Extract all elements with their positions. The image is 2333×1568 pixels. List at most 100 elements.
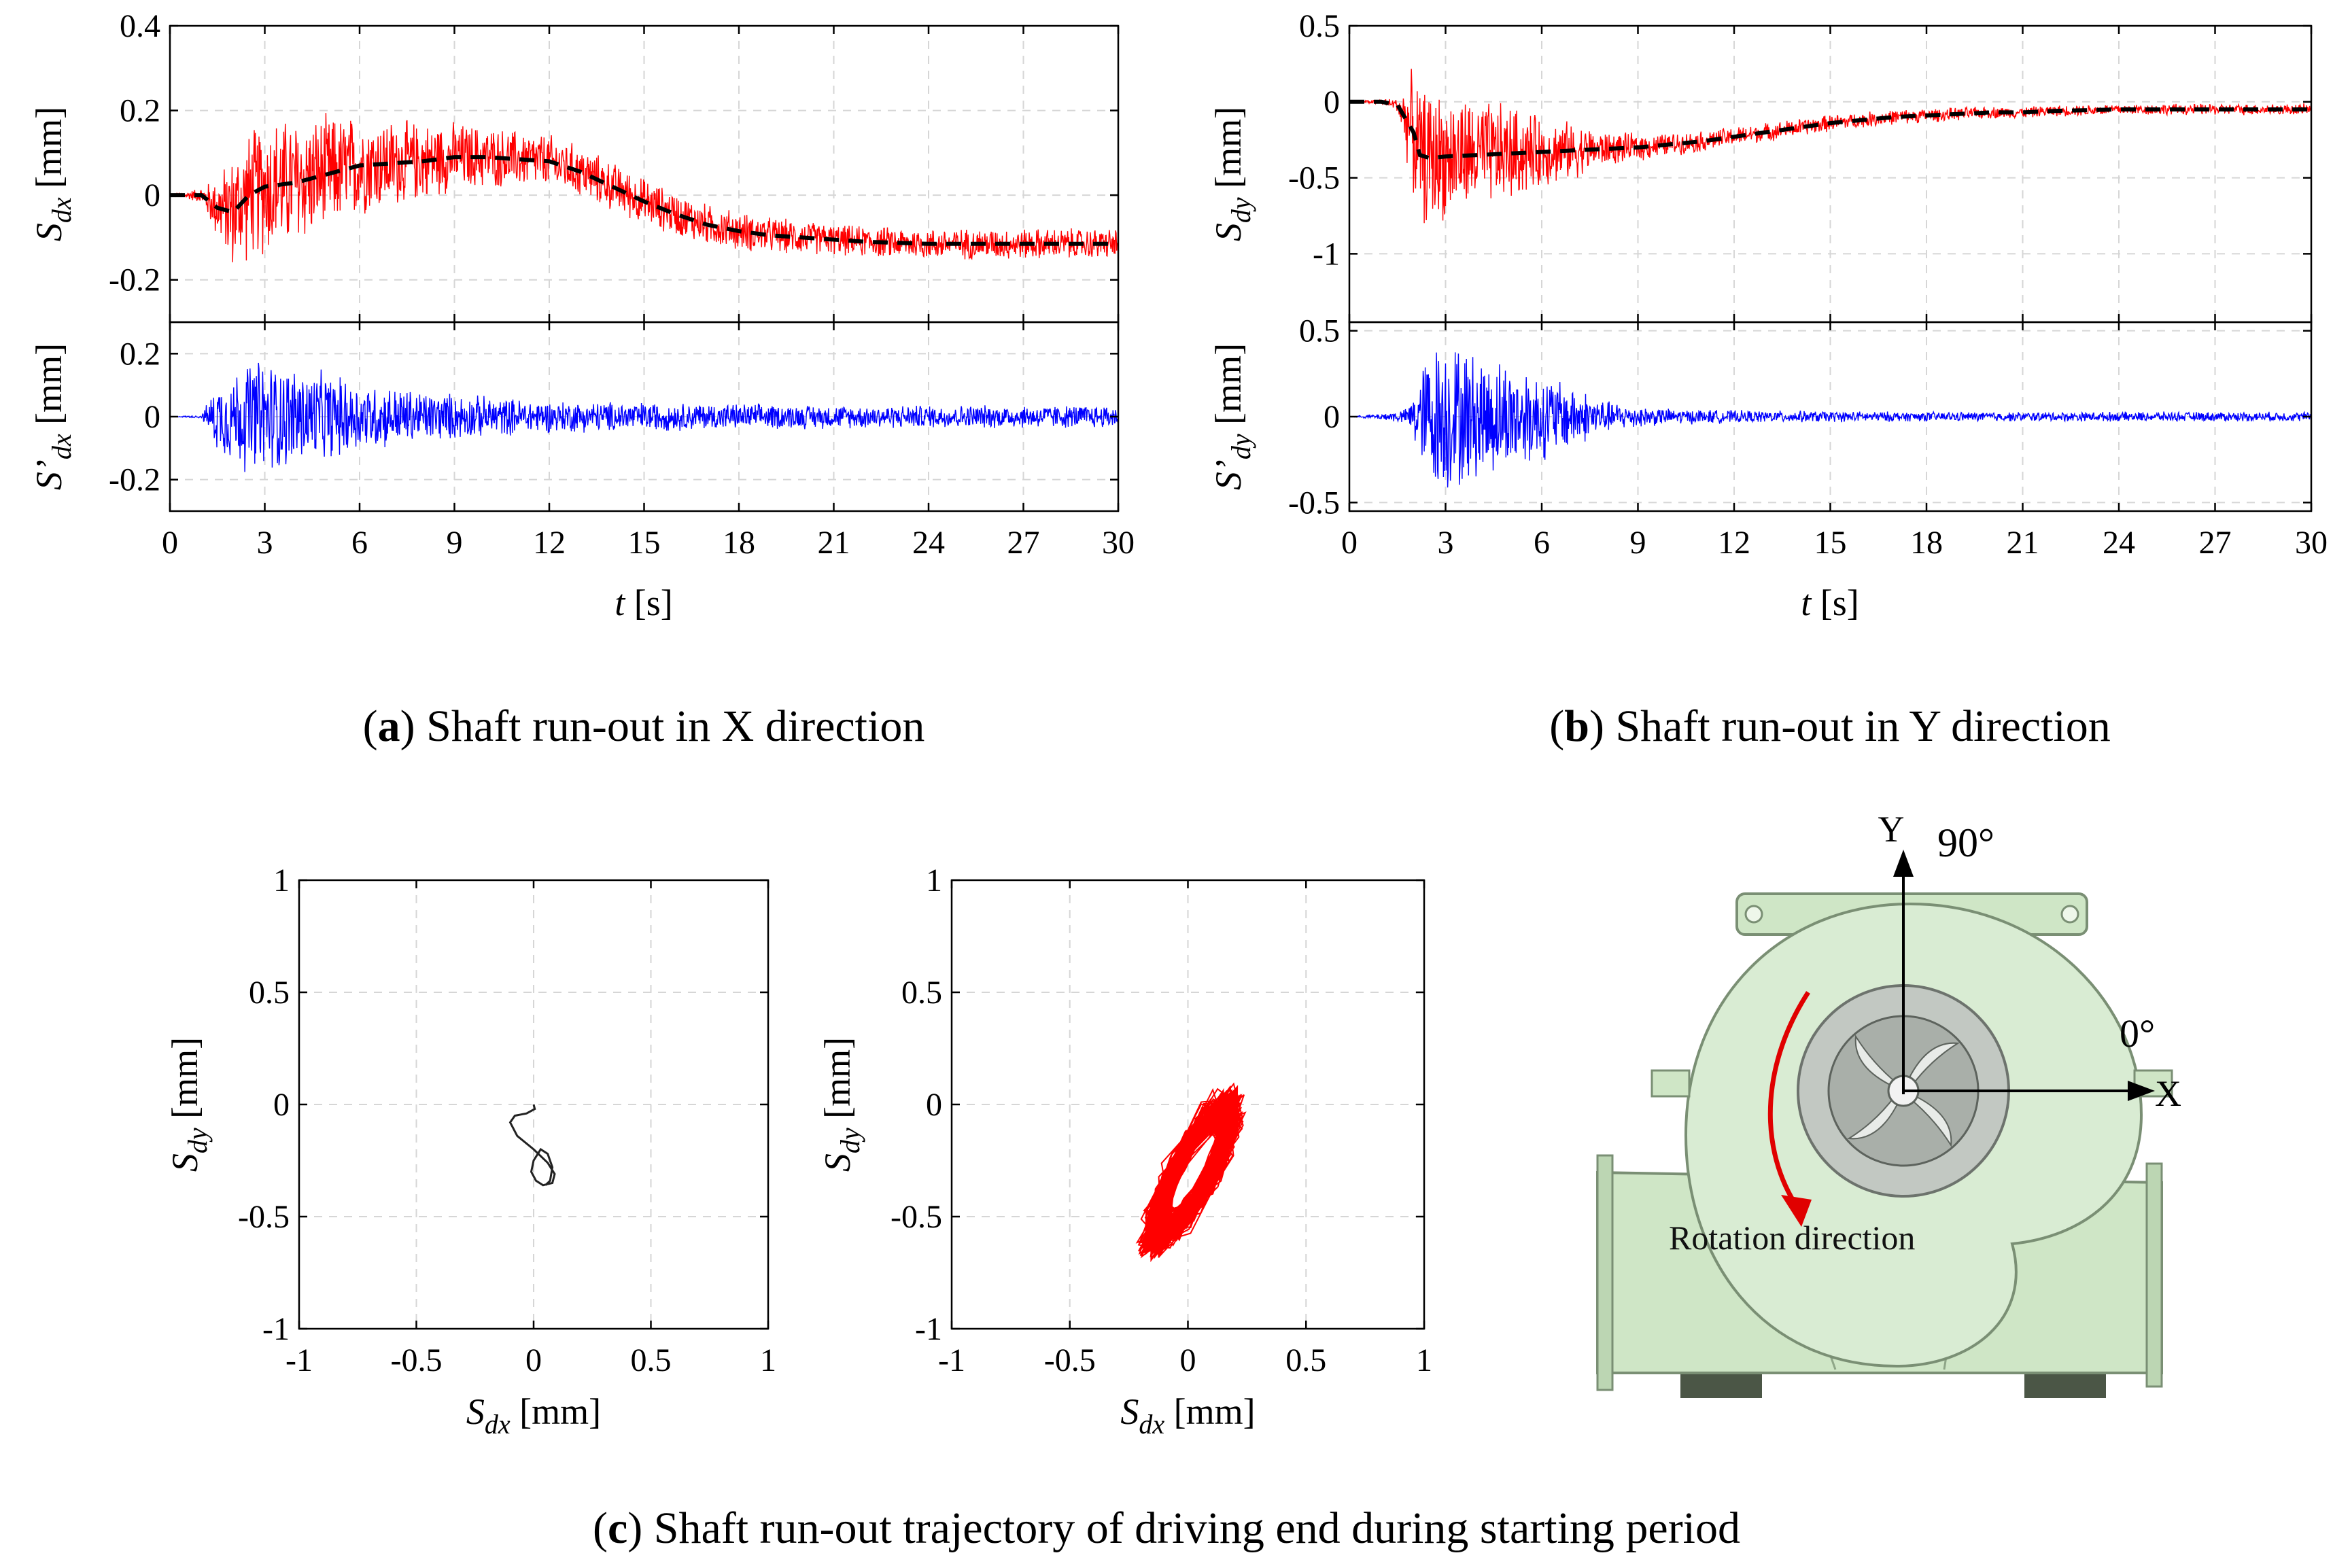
x-tick-label: 30 (2295, 525, 2328, 561)
x-tick-label: 12 (533, 525, 566, 561)
y-axis-label-main: S (29, 223, 69, 241)
x-axis-label: Sdx [mm] (1120, 1391, 1255, 1440)
y-tick-label: 0.5 (249, 975, 290, 1011)
x-axis-label-main: S (1120, 1391, 1139, 1432)
x-axis-label-b: t [s] (1801, 582, 1859, 623)
x-axis-label-unit: [mm] (1164, 1391, 1255, 1432)
x-tick-label: -0.5 (1044, 1342, 1096, 1378)
series-trend (170, 155, 1118, 246)
y-axis-label: Sdy [mm] (165, 1037, 213, 1172)
x-tick-label: 15 (628, 525, 661, 561)
x-tick-label: 0.5 (1285, 1342, 1326, 1378)
x-axis-label-a: t [s] (615, 582, 673, 623)
x-tick-label: 0 (525, 1342, 542, 1378)
y-tick-label: 0.5 (1299, 8, 1340, 44)
y-axis-label-unit: [mm] (29, 343, 69, 434)
y-tick-label: -0.2 (109, 262, 160, 298)
pump-flange-right (2145, 1162, 2163, 1388)
x-tick-label: 0 (1341, 525, 1358, 561)
y-axis-label: Sdy [mm] (817, 1037, 865, 1172)
series-filtered-signal (1349, 352, 2311, 488)
x-axis-label-sub: dx (485, 1409, 511, 1440)
diagram-x-arrowhead (2128, 1081, 2155, 1101)
diagram-angle-90: 90° (1937, 820, 1994, 865)
x-tick-label: 27 (2199, 525, 2232, 561)
y-tick-label: 0.2 (120, 336, 160, 372)
y-tick-label: 1 (273, 863, 290, 899)
x-tick-label: -0.5 (391, 1342, 443, 1378)
pump-boss-left (1651, 1069, 1691, 1098)
y-axis-label: S’dy [mm] (1208, 343, 1256, 490)
x-axis-label-main: S (466, 1391, 485, 1432)
plot-area (170, 362, 1118, 472)
y-axis-label-main: S’ (29, 459, 69, 490)
x-tick-label: 9 (447, 525, 463, 561)
y-axis-label: S’dx [mm] (29, 343, 77, 490)
x-tick-label: 12 (1718, 525, 1750, 561)
y-axis-label-unit: [mm] (29, 107, 69, 197)
y-axis-label-unit: [mm] (1208, 107, 1249, 197)
x-tick-label: 6 (1534, 525, 1550, 561)
y-tick-label: -0.5 (238, 1199, 290, 1235)
x-axis-label-sub: dx (1139, 1409, 1164, 1440)
y-tick-label: -0.2 (109, 462, 160, 498)
pump-diagram: Rotation direction Y 90° 0° X (1596, 809, 2181, 1398)
x-tick-label: 24 (912, 525, 945, 561)
series-filtered-signal (170, 362, 1118, 472)
plot-area (1349, 69, 2311, 224)
x-tick-label: 0.5 (631, 1342, 672, 1378)
y-axis-label-sub: dy (835, 1128, 865, 1153)
chart-a-bottom: 0.20-0.20 3 6 9 12 15 18 21 24 27 30S’dx [mm] (29, 321, 1135, 561)
rotation-label: Rotation direction (1669, 1219, 1915, 1257)
plot-frame (1348, 24, 2313, 324)
y-axis-label-main: S’ (1208, 459, 1249, 490)
bolt (2060, 905, 2079, 924)
y-axis-label-sub: dx (46, 197, 77, 223)
plot-area (1135, 1082, 1247, 1263)
caption-b: (b) Shaft run-out in Y direction (1549, 701, 2110, 751)
diagram-angle-0: 0° (2120, 1011, 2155, 1056)
y-axis-label-sub: dy (1226, 197, 1256, 223)
y-axis-label: Sdy [mm] (1208, 107, 1256, 241)
chart-a-top: 0.4 0.2 0 -0.2 Sdx [mm] (29, 8, 1120, 324)
x-tick-label: 9 (1630, 525, 1646, 561)
y-tick-label: 0 (1324, 84, 1340, 120)
y-axis-label-unit: [mm] (165, 1037, 205, 1128)
y-tick-label: -0.5 (1288, 160, 1340, 196)
plot-area (1349, 352, 2311, 488)
y-axis-label-main: S (817, 1153, 858, 1172)
x-tick-label: 15 (1814, 525, 1847, 561)
pump-flange-left (1596, 1154, 1614, 1391)
caption-a: (a) Shaft run-out in X direction (363, 701, 925, 751)
rotation-arrow (1767, 991, 1810, 1204)
x-tick-label: 3 (1438, 525, 1454, 561)
x-tick-label: 21 (818, 525, 850, 561)
x-axis-label: Sdx [mm] (466, 1391, 601, 1440)
series-trend (1349, 99, 2311, 160)
x-tick-label: 3 (257, 525, 273, 561)
x-tick-label: 18 (1910, 525, 1943, 561)
y-axis-label-main: S (1208, 223, 1249, 241)
bolt (1744, 905, 1763, 924)
x-tick-label: 1 (760, 1342, 776, 1378)
diagram-y-arrowhead (1893, 850, 1914, 877)
y-axis-label-sub: dx (46, 434, 77, 459)
plot-area (508, 1104, 556, 1187)
x-tick-label: 6 (351, 525, 368, 561)
x-tick-label: -1 (286, 1342, 313, 1378)
diagram-x-label: X (2155, 1073, 2181, 1114)
x-tick-label: -1 (938, 1342, 965, 1378)
y-tick-label: 0 (1324, 399, 1340, 435)
x-tick-label: 0 (1180, 1342, 1196, 1378)
plot-area (170, 113, 1118, 262)
y-tick-label: 0.5 (1299, 313, 1340, 349)
x-tick-label: 18 (723, 525, 755, 561)
y-axis-label-main: S (165, 1153, 205, 1172)
y-tick-label: 0 (144, 177, 160, 213)
y-tick-label: 0.2 (120, 93, 160, 129)
x-tick-label: 24 (2103, 525, 2135, 561)
x-axis-label-unit: [mm] (511, 1391, 601, 1432)
